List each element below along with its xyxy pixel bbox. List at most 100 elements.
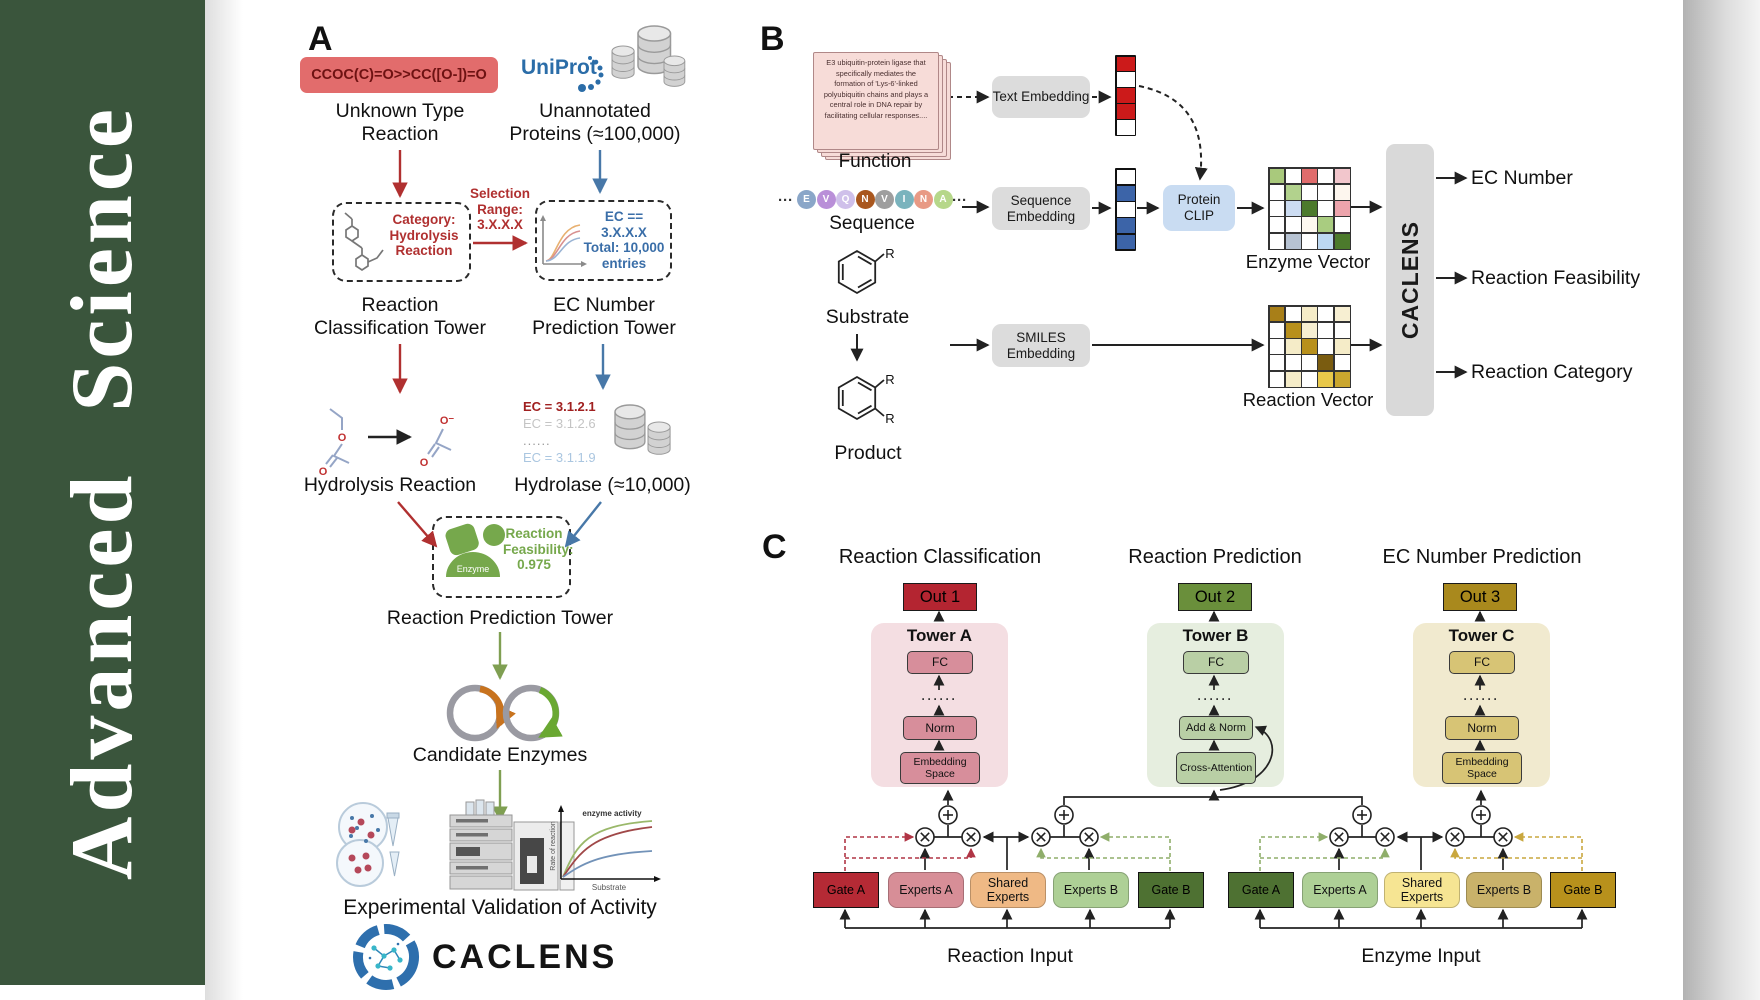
smiles-embedding-box: SMILES Embedding [992, 324, 1090, 367]
substrate-r-label: R [885, 246, 894, 261]
output-ec-number: EC Number [1471, 167, 1573, 189]
reaction-prediction-tower-label: Reaction Prediction Tower [386, 607, 614, 629]
sequence-label: Sequence [829, 213, 915, 234]
tower-b-add-norm-box: Add & Norm [1179, 716, 1253, 740]
product-molecule-icon [837, 375, 885, 421]
tower-a-dots: ······ [921, 692, 958, 706]
svg-text:O: O [420, 457, 429, 469]
caclens-module-box: CACLENS [1386, 144, 1434, 416]
activity-plot-icon: enzyme activity Rate of reaction Substra… [550, 805, 661, 892]
out1-box: Out 1 [903, 583, 977, 611]
panel-b-label: B [760, 20, 785, 58]
sequence-ellipsis-left: ··· [778, 192, 793, 209]
tower-c-fc-box: FC [1449, 651, 1515, 674]
svg-text:O⁻: O⁻ [440, 415, 455, 427]
function-card-text: E3 ubiquitin-protein ligase that specifi… [823, 58, 929, 120]
product-label: Product [834, 442, 902, 464]
petri-dish-icons [336, 802, 400, 887]
tower-a-norm-box: Norm [903, 716, 977, 740]
reaction-gate-b-box: Gate B [1138, 872, 1204, 908]
svg-text:Enzyme: Enzyme [457, 564, 490, 574]
journal-sidebar: Advanced Science [0, 0, 205, 985]
text-embedding-box: Text Embedding [992, 76, 1090, 118]
out2-box: Out 2 [1178, 583, 1252, 611]
reaction-experts-b-box: Experts B [1053, 872, 1129, 908]
sequence-embedding-box: Sequence Embedding [992, 187, 1090, 230]
enzyme-vector-grid [1268, 167, 1351, 250]
hydrolase-database-icon [614, 404, 671, 455]
ec-number-prediction-tower-label: EC Number Prediction Tower [532, 294, 676, 339]
molecule-sketch-icon [344, 212, 384, 272]
page-edge-shadow [1683, 0, 1760, 1000]
text-embedding-vector [1115, 55, 1136, 136]
sequence-embedding-vector [1115, 168, 1136, 251]
curves-plot-icon [540, 215, 587, 267]
function-card-stack: E3 ubiquitin-protein ligase that specifi… [813, 52, 953, 164]
reaction-classification-title: Reaction Classification [838, 546, 1042, 568]
function-label: Function [838, 151, 912, 172]
enzyme-blob-icon: Enzyme [445, 523, 505, 577]
caclens-wordmark: CACLENS [432, 938, 618, 976]
tower-c-norm-box: Norm [1445, 716, 1519, 740]
selection-range-label: Selection Range: 3.X.X.X [469, 186, 531, 232]
ec-prediction-dashed-box [535, 200, 672, 281]
svg-text:enzyme activity: enzyme activity [582, 809, 642, 818]
reaction-shared-experts-box: Shared Experts [970, 872, 1046, 908]
smiles-reaction-box: CCOC(C)=O>>CC([O-])=O [300, 57, 498, 93]
tower-b-title: Tower B [1182, 626, 1249, 645]
reaction-gate-a-box: Gate A [813, 872, 879, 908]
substrate-label: Substrate [825, 306, 910, 328]
caclens-logo-icon [353, 924, 419, 990]
enzyme-input-label: Enzyme Input [1361, 945, 1481, 967]
substrate-molecule-icon [837, 249, 885, 295]
product-r-label-top: R [885, 372, 894, 387]
panel-c-label: C [762, 528, 787, 566]
tower-c-dots: ······ [1463, 692, 1500, 706]
category-hydrolysis-label: Category: Hydrolysis Reaction [389, 212, 459, 258]
uniprot-logo-text: UniProt [521, 56, 597, 79]
out3-box: Out 3 [1443, 583, 1517, 611]
svg-text:O: O [338, 432, 347, 444]
plasmid-icons [446, 684, 563, 742]
experimental-validation-label: Experimental Validation of Activity [343, 896, 657, 919]
tower-a-fc-box: FC [907, 651, 973, 674]
tower-b-fc-box: FC [1183, 651, 1249, 674]
svg-text:Substrate: Substrate [592, 883, 627, 892]
tower-a-title: Tower A [906, 626, 973, 645]
reaction-prediction-dashed-box [432, 516, 571, 598]
reaction-prediction-title: Reaction Prediction [1128, 546, 1302, 568]
feasibility-label: Reaction Feasibility: 0.975 [503, 526, 574, 572]
ec-candidate-list: EC = 3.1.2.1 EC = 3.1.2.6 ...... EC = 3.… [523, 399, 596, 465]
hplc-instrument-icon [449, 799, 575, 891]
sequence-ellipsis-right: ··· [952, 192, 967, 209]
svg-text:O: O [319, 466, 328, 478]
reaction-classification-tower-label: Reaction Classification Tower [314, 294, 486, 339]
unannotated-proteins-label: Unannotated Proteins (≈100,000) [509, 100, 681, 145]
enzyme-vector-label: Enzyme Vector [1245, 251, 1371, 272]
enzyme-shared-experts-box: Shared Experts [1384, 872, 1460, 908]
output-reaction-feasibility: Reaction Feasibility [1471, 267, 1641, 289]
enzyme-gate-a-box: Gate A [1228, 872, 1294, 908]
ec-total-label: EC == 3.X.X.X Total: 10,000 entries [583, 209, 665, 271]
reaction-classification-dashed-box [332, 202, 471, 282]
protein-clip-box: Protein CLIP [1163, 185, 1235, 231]
tower-b-cross-attention-box: Cross-Attention [1176, 752, 1256, 784]
tower-b-dots: ······ [1197, 692, 1234, 706]
output-reaction-category: Reaction Category [1471, 361, 1633, 383]
sum-and-product-nodes [915, 805, 1513, 847]
ec-number-prediction-title: EC Number Prediction [1382, 546, 1582, 568]
tower-c-embedding-space-box: Embedding Space [1442, 752, 1522, 784]
enzyme-experts-a-box: Experts A [1302, 872, 1378, 908]
enzyme-gate-b-box: Gate B [1550, 872, 1616, 908]
uniprot-database-icon [578, 25, 686, 92]
product-r-label-bottom: R [885, 411, 894, 426]
tower-c-title: Tower C [1448, 626, 1515, 645]
hydrolysis-reaction-label: Hydrolysis Reaction [303, 474, 477, 496]
reaction-vector-label: Reaction Vector [1242, 389, 1374, 410]
hydrolysis-molecules-icon: O O O⁻ O [319, 408, 455, 478]
hydrolase-label: Hydrolase (≈10,000) [514, 474, 691, 496]
svg-text:Rate of reaction: Rate of reaction [550, 821, 557, 871]
